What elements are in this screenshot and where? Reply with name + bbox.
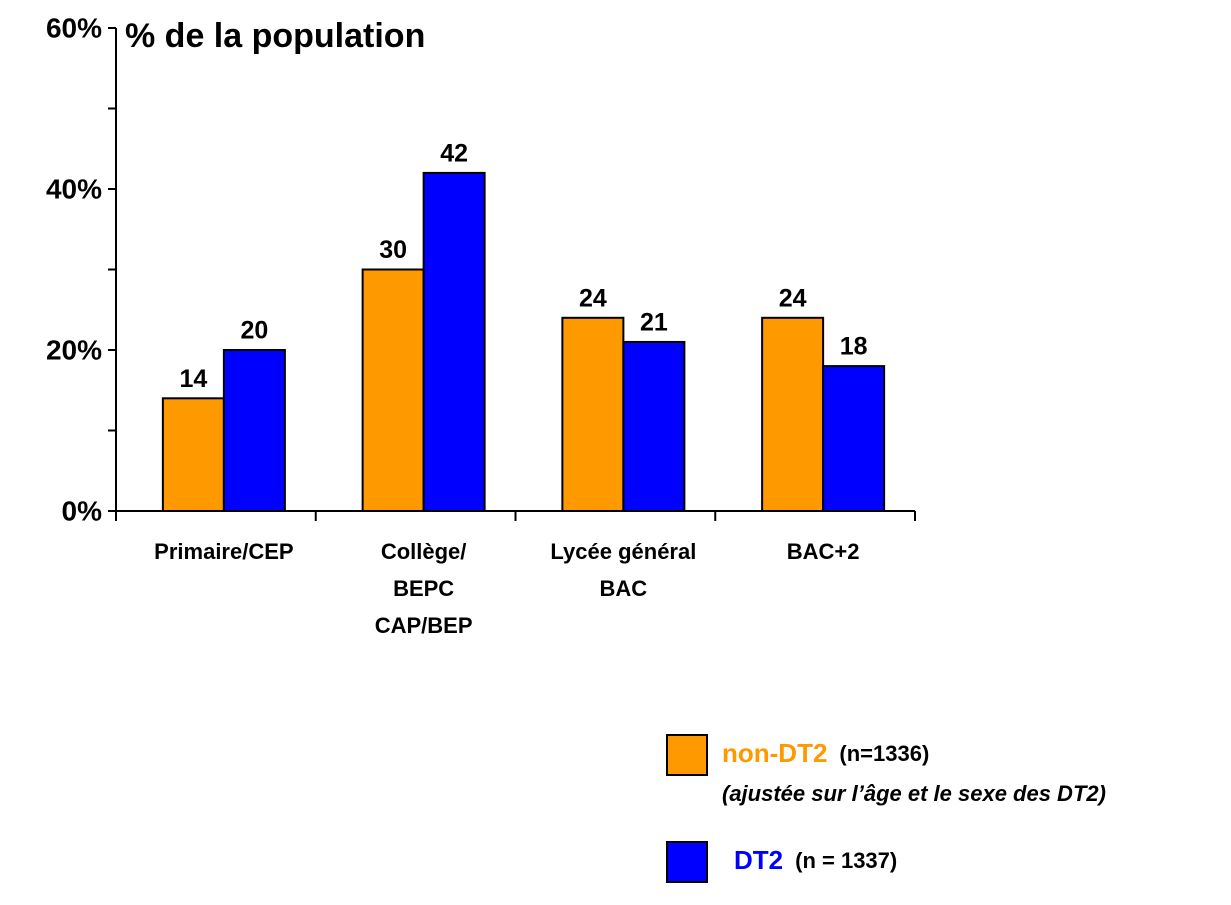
legend-note: (ajustée sur l’âge et le sexe des DT2) bbox=[722, 781, 1106, 806]
y-tick-label: 60% bbox=[46, 12, 102, 43]
legend-entry: DT2 (n = 1337) bbox=[734, 845, 897, 875]
value-label: 42 bbox=[440, 140, 468, 168]
bar bbox=[161, 397, 225, 512]
value-label: 20 bbox=[240, 317, 268, 345]
bar bbox=[561, 316, 625, 512]
bar bbox=[822, 365, 886, 512]
value-label: 24 bbox=[579, 284, 607, 312]
legend-swatch bbox=[666, 734, 708, 776]
bar bbox=[361, 268, 425, 512]
value-label: 30 bbox=[379, 236, 407, 264]
x-tick-label: Collège/ bbox=[381, 539, 467, 564]
y-tick-label: 0% bbox=[62, 495, 103, 526]
legend-name: non-DT2 bbox=[722, 738, 827, 768]
value-label: 18 bbox=[840, 333, 868, 361]
bar bbox=[622, 340, 686, 513]
legend-n: (n=1336) bbox=[839, 741, 929, 766]
value-label: 21 bbox=[640, 309, 668, 337]
bar bbox=[222, 349, 286, 512]
legend-n: (n = 1337) bbox=[795, 848, 897, 873]
x-tick-label: BEPC bbox=[393, 576, 454, 601]
chart-title: % de la population bbox=[125, 17, 425, 55]
legend-name: DT2 bbox=[734, 845, 783, 875]
value-label: 24 bbox=[779, 284, 807, 312]
x-tick-label: Lycée général bbox=[550, 539, 696, 564]
x-tick-label: CAP/BEP bbox=[375, 613, 473, 638]
y-tick-label: 40% bbox=[46, 173, 102, 204]
value-label: 14 bbox=[179, 365, 207, 393]
bar bbox=[422, 171, 486, 512]
bar bbox=[761, 316, 825, 512]
legend-entry: non-DT2 (n=1336) bbox=[722, 738, 929, 768]
y-tick-label: 20% bbox=[46, 334, 102, 365]
legend-swatch bbox=[666, 841, 708, 883]
x-tick-label: Primaire/CEP bbox=[154, 539, 293, 564]
x-tick-label: BAC bbox=[600, 576, 648, 601]
x-tick-label: BAC+2 bbox=[787, 539, 860, 564]
